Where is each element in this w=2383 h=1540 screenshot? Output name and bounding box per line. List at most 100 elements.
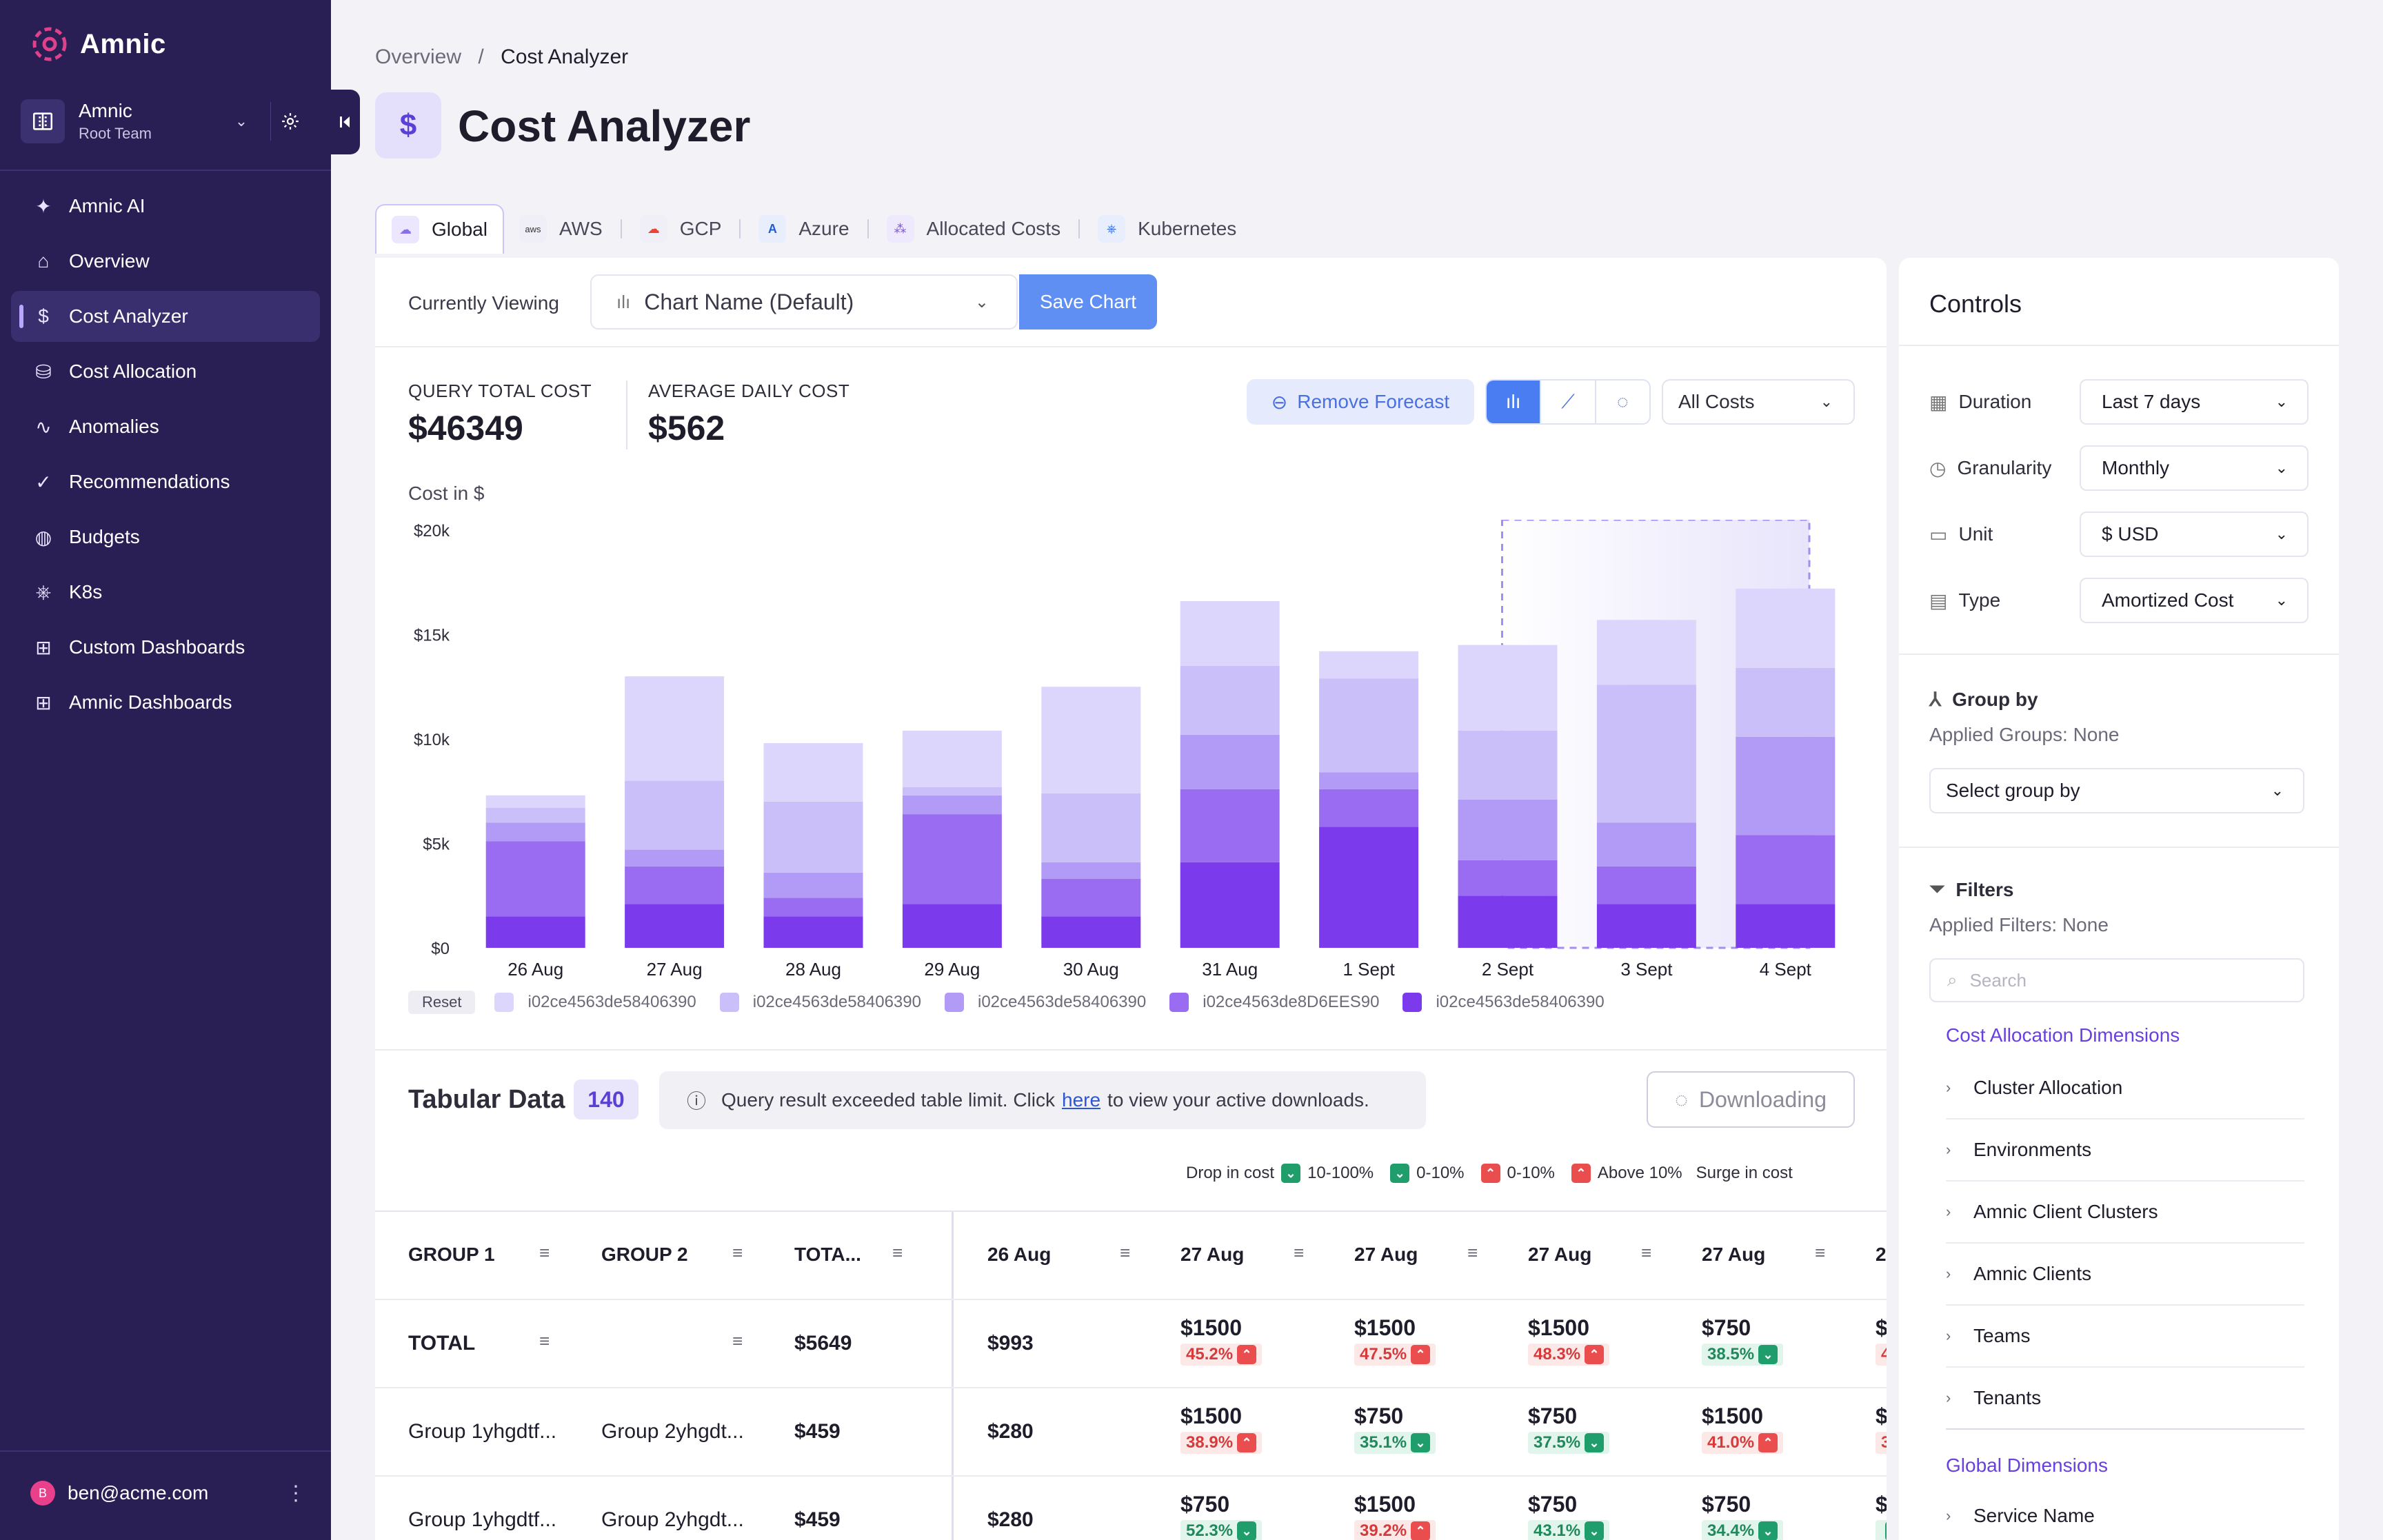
- collapse-sidebar-button[interactable]: [331, 90, 360, 154]
- sidebar-item-amnic-dashboards[interactable]: ⊞ Amnic Dashboards: [11, 677, 320, 728]
- sidebar-item-recommendations[interactable]: ✓ Recommendations: [11, 456, 320, 507]
- unit-select[interactable]: $ USD ⌄: [2080, 511, 2309, 557]
- aws-icon: aws: [519, 215, 547, 243]
- gear-icon[interactable]: [270, 102, 309, 141]
- sidebar-item-custom-dashboards[interactable]: ⊞ Custom Dashboards: [11, 622, 320, 673]
- column-header[interactable]: GROUP 2: [601, 1244, 688, 1265]
- legend-item[interactable]: i02ce4563de58406390: [944, 993, 1147, 1012]
- granularity-select[interactable]: Monthly ⌄: [2080, 445, 2309, 491]
- sidebar-item-label: Recommendations: [69, 471, 230, 492]
- tab-allocated-costs[interactable]: ⁂ Allocated Costs: [872, 204, 1076, 254]
- chart-name-select[interactable]: ılı Chart Name (Default) ⌄: [590, 274, 1018, 330]
- sidebar-item-cost-allocation[interactable]: ⛁ Cost Allocation: [11, 346, 320, 397]
- sidebar-item-budgets[interactable]: ◍ Budgets: [11, 511, 320, 563]
- table-total-row[interactable]: TOTAL $5649 $993 ≡ ≡ $1500 45.2% ⌃ $1500 47.5% ⌃ $1…: [375, 1300, 1887, 1388]
- search-placeholder: Search: [1969, 969, 2027, 991]
- x-tick-label: 4 Sept: [1760, 959, 1812, 980]
- legend-reset-button[interactable]: Reset: [408, 991, 476, 1014]
- user-menu[interactable]: B ben@acme.com ⋮: [30, 1481, 306, 1506]
- day-cost-cell: $750 34.4% ⌄: [1702, 1492, 1784, 1540]
- sort-icon[interactable]: ≡: [1120, 1242, 1131, 1263]
- cost-value: $750: [1702, 1315, 1751, 1340]
- column-header[interactable]: 27 Aug: [1354, 1244, 1418, 1265]
- sidebar-item-cost-analyzer[interactable]: $ Cost Analyzer: [11, 291, 320, 342]
- dimension-item[interactable]: › Cluster Allocation: [1946, 1057, 2304, 1119]
- sort-icon[interactable]: ≡: [732, 1330, 743, 1351]
- cost-filter-select[interactable]: All Costs ⌄: [1662, 379, 1855, 425]
- legend-label: i02ce4563de58406390: [977, 993, 1147, 1011]
- breadcrumb-overview[interactable]: Overview: [375, 45, 462, 68]
- column-header[interactable]: 27 Aug: [1528, 1244, 1592, 1265]
- table-row[interactable]: Group 1yhgdtf... Group 2yhgdt... $459 $280 $…: [375, 1477, 1887, 1540]
- bar-segment: [485, 795, 585, 808]
- sort-icon[interactable]: ≡: [1294, 1242, 1305, 1263]
- sidebar-item-amnic-ai[interactable]: ✦ Amnic AI: [11, 181, 320, 232]
- tab-azure[interactable]: A Azure: [743, 204, 864, 254]
- dimension-item[interactable]: › Service Name: [1946, 1485, 2304, 1540]
- sort-icon[interactable]: ≡: [1641, 1242, 1652, 1263]
- sidebar-item-label: K8s: [69, 581, 103, 602]
- chevron-right-icon: ›: [1946, 1389, 1951, 1406]
- downloading-button[interactable]: ◌ Downloading: [1647, 1071, 1855, 1128]
- search-icon: ⌕: [1947, 969, 1958, 990]
- sort-icon[interactable]: ≡: [539, 1242, 550, 1263]
- duration-select[interactable]: Last 7 days ⌄: [2080, 379, 2309, 425]
- sidebar-item-anomalies[interactable]: ∿ Anomalies: [11, 401, 320, 452]
- dimension-item[interactable]: › Amnic Client Clusters: [1946, 1182, 2304, 1244]
- cost-value: $750: [1702, 1492, 1751, 1517]
- sort-icon[interactable]: ≡: [539, 1330, 550, 1351]
- sidebar-item-k8s[interactable]: ⎈ K8s: [11, 567, 320, 618]
- chevron-down-icon[interactable]: ⌄: [234, 112, 248, 130]
- group1-cell: Group 1yhgdtf...: [408, 1420, 557, 1443]
- legend-label: i02ce4563de58406390: [1436, 993, 1605, 1011]
- sort-icon[interactable]: ≡: [892, 1242, 903, 1263]
- sort-icon[interactable]: ≡: [732, 1242, 743, 1263]
- bar-segment: [1319, 789, 1419, 827]
- bar-segment: [763, 898, 863, 917]
- tab-global[interactable]: ☁ Global: [375, 204, 504, 254]
- column-header[interactable]: 26 Aug: [987, 1244, 1052, 1265]
- downloads-link[interactable]: here: [1062, 1089, 1101, 1111]
- team-switcher[interactable]: Amnic Root Team ⌄: [21, 97, 303, 146]
- dimension-item[interactable]: › Teams: [1946, 1306, 2304, 1368]
- group-by-select[interactable]: Select group by ⌄: [1929, 768, 2304, 813]
- line-chart-icon[interactable]: ⟋: [1540, 381, 1594, 423]
- tab-kubernetes[interactable]: ⎈ Kubernetes: [1083, 204, 1251, 254]
- change-percent: 43.1%: [1534, 1521, 1581, 1540]
- more-vertical-icon[interactable]: ⋮: [285, 1481, 306, 1505]
- chevron-down-icon: ⌄: [2271, 782, 2284, 799]
- bar-segment: [1458, 799, 1558, 860]
- legend-item[interactable]: i02ce4563de8D6EES90: [1169, 993, 1379, 1012]
- minus-circle-icon: ⊖: [1271, 391, 1288, 413]
- column-header[interactable]: GROUP 1: [408, 1244, 495, 1265]
- donut-chart-icon[interactable]: ◌: [1594, 381, 1649, 423]
- save-chart-button[interactable]: Save Chart: [1019, 274, 1157, 330]
- column-header[interactable]: 27 Aug: [1702, 1244, 1766, 1265]
- tab-gcp[interactable]: ☁ GCP: [625, 204, 737, 254]
- column-header[interactable]: 2: [1876, 1244, 1887, 1265]
- table-row[interactable]: Group 1yhgdtf... Group 2yhgdt... $459 $280 $…: [375, 1388, 1887, 1477]
- timer-icon: ◷: [1929, 457, 1947, 479]
- dimension-item[interactable]: › Environments: [1946, 1119, 2304, 1182]
- filter-search-input[interactable]: ⌕ Search: [1929, 958, 2304, 1002]
- dimension-item[interactable]: › Amnic Clients: [1946, 1244, 2304, 1306]
- legend-item[interactable]: i02ce4563de58406390: [719, 993, 921, 1012]
- column-header[interactable]: 27 Aug: [1180, 1244, 1245, 1265]
- column-header[interactable]: TOTA...: [794, 1244, 861, 1265]
- sort-icon[interactable]: ≡: [1467, 1242, 1478, 1263]
- bar-segment: [1180, 601, 1280, 666]
- dimension-item[interactable]: › Tenants: [1946, 1368, 2304, 1430]
- group-by-value: Select group by: [1946, 780, 2080, 801]
- sort-icon[interactable]: ≡: [1815, 1242, 1826, 1263]
- tab-aws[interactable]: aws AWS: [504, 204, 618, 254]
- chevron-up-icon: ⌃: [1480, 1164, 1500, 1183]
- legend-item[interactable]: i02ce4563de58406390: [494, 993, 696, 1012]
- remove-forecast-button[interactable]: ⊖ Remove Forecast: [1247, 379, 1474, 425]
- bar-chart-icon[interactable]: ılı: [1487, 381, 1540, 423]
- legend-item[interactable]: i02ce4563de58406390: [1402, 993, 1605, 1012]
- sidebar-item-overview[interactable]: ⌂ Overview: [11, 236, 320, 287]
- brand-logo[interactable]: Amnic: [30, 25, 166, 63]
- checklist-icon: ✓: [35, 471, 52, 493]
- type-select[interactable]: Amortized Cost ⌄: [2080, 578, 2309, 623]
- tab-label: Global: [432, 219, 487, 240]
